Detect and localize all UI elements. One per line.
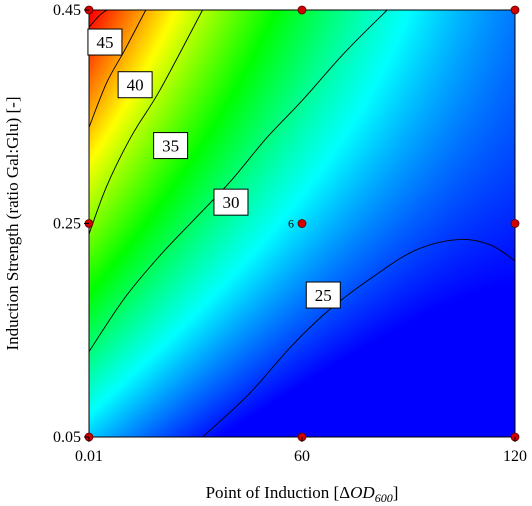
y-axis: 0.05 0.25 0.45	[53, 2, 89, 446]
x-axis-title-prefix: Point of Induction [Δ	[206, 483, 351, 502]
contour-label-45: 45	[87, 28, 123, 56]
contour-line-30	[88, 9, 388, 352]
contour-label-30: 30	[213, 188, 249, 216]
contour-label-35: 35	[153, 132, 189, 160]
x-axis-title: Point of Induction [ΔOD600]	[206, 483, 399, 505]
x-axis-title-italic: OD	[350, 483, 375, 502]
y-tick-label: 0.25	[53, 216, 81, 233]
y-tick-label: 0.05	[53, 429, 81, 446]
x-tick-label: 0.01	[75, 448, 103, 465]
x-axis-title-sub: 600	[375, 491, 393, 505]
contour-line-45	[88, 9, 107, 28]
contour-label-box	[213, 188, 249, 216]
contour-label-text: 35	[162, 137, 179, 156]
contour-label-box	[153, 132, 189, 160]
contour-label-box	[87, 28, 123, 56]
contour-line-25	[202, 238, 516, 438]
design-point	[510, 219, 520, 228]
contour-label-box	[117, 71, 153, 99]
y-axis-title: Induction Strength (ratio Gal:Glu) [-]	[3, 97, 22, 351]
contour-lines	[88, 9, 516, 438]
x-tick-label: 60	[294, 448, 310, 465]
y-tick-label: 0.45	[53, 2, 81, 19]
contour-label-text: 40	[127, 76, 144, 95]
contour-label-text: 25	[315, 286, 332, 305]
contour-label-40: 40	[117, 71, 153, 99]
x-tick-label: 120	[503, 448, 527, 465]
design-point-count-label: 6	[288, 217, 294, 231]
design-point	[297, 5, 307, 15]
contour-line-40	[88, 9, 147, 128]
contour-label-text: 30	[222, 193, 239, 212]
contour-labels: 45 40 35 30 25	[87, 28, 341, 309]
contour-label-box	[305, 281, 341, 309]
x-axis-title-suffix: ]	[393, 483, 399, 502]
x-axis: 0.01 60 120	[75, 437, 527, 465]
design-point	[297, 219, 307, 228]
design-point	[510, 5, 520, 15]
contour-label-25: 25	[305, 281, 341, 309]
contour-label-text: 45	[96, 33, 113, 52]
contour-line-35	[88, 9, 203, 235]
design-points: 6	[84, 5, 520, 442]
